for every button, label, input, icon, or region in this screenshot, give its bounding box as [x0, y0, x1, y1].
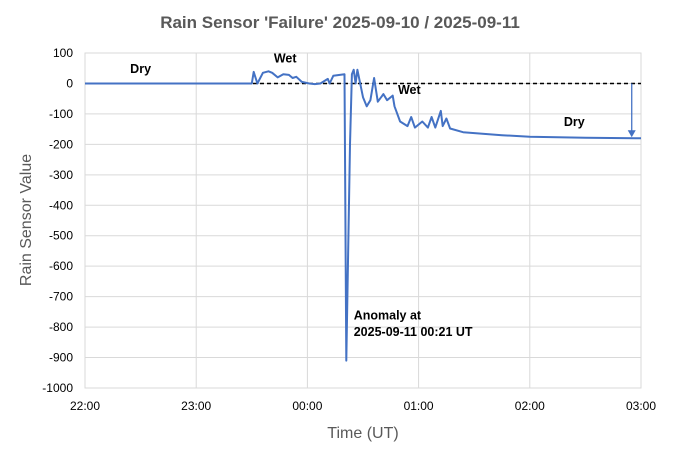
x-tick-label: 01:00 — [404, 399, 434, 413]
x-tick-label: 23:00 — [181, 399, 211, 413]
annotation-label: Dry — [564, 115, 585, 129]
y-tick-label: -300 — [49, 168, 73, 182]
y-axis-label: Rain Sensor Value — [18, 154, 35, 286]
annotation-label: 2025-09-11 00:21 UT — [354, 325, 473, 339]
y-tick-label: -100 — [49, 107, 73, 121]
y-tick-label: 100 — [53, 46, 73, 60]
x-axis-label: Time (UT) — [327, 425, 398, 442]
y-tick-label: -1000 — [42, 381, 73, 395]
x-tick-label: 02:00 — [515, 399, 545, 413]
annotation-label: Anomaly at — [354, 308, 422, 322]
y-tick-label: -500 — [49, 229, 73, 243]
y-tick-label: -200 — [49, 137, 73, 151]
x-tick-label: 00:00 — [292, 399, 322, 413]
annotation-label: Wet — [398, 83, 422, 97]
chart-title: Rain Sensor 'Failure' 2025-09-10 / 2025-… — [160, 13, 520, 32]
y-tick-label: 0 — [66, 76, 73, 90]
x-tick-label: 03:00 — [626, 399, 656, 413]
y-tick-label: -600 — [49, 259, 73, 273]
sensor-series-line — [85, 68, 642, 362]
plot-area — [84, 52, 642, 389]
annotation-label: Dry — [130, 62, 151, 76]
x-tick-label: 22:00 — [70, 399, 100, 413]
y-tick-label: -900 — [49, 351, 73, 365]
y-tick-label: -800 — [49, 320, 73, 334]
y-tick-label: -400 — [49, 198, 73, 212]
y-tick-label: -700 — [49, 290, 73, 304]
arrow-head-icon — [627, 130, 636, 138]
annotation-label: Wet — [274, 52, 298, 66]
